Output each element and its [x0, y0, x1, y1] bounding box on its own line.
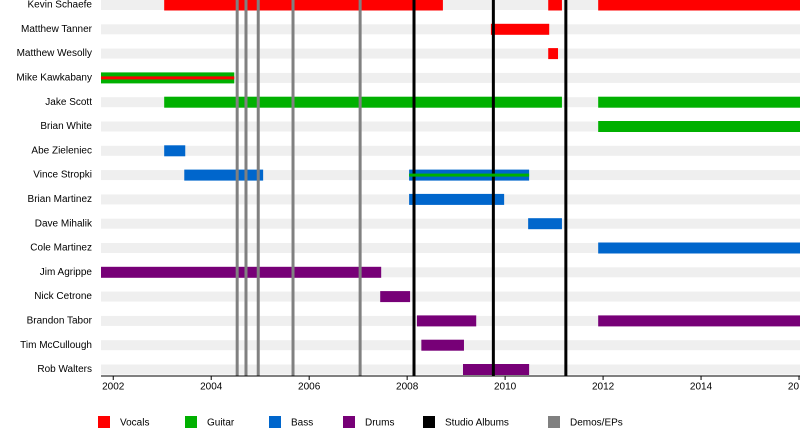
member-bar-stripe — [409, 173, 530, 177]
row-band — [101, 364, 800, 375]
member-bar — [548, 48, 559, 60]
row-label: Mike Kawkabany — [16, 73, 92, 84]
row-label: Abe Zieleniec — [31, 145, 92, 156]
row-band — [101, 291, 800, 302]
legend-swatch — [423, 416, 435, 428]
member-bar — [598, 315, 800, 327]
legend-label: Studio Albums — [445, 418, 509, 429]
row-label: Kevin Schaefe — [28, 0, 93, 11]
row-band — [101, 121, 800, 132]
x-tick-label: 2014 — [690, 382, 713, 393]
member-bar — [548, 0, 562, 11]
legend-label: Drums — [365, 418, 394, 429]
member-bar — [462, 364, 530, 375]
legend-swatch — [343, 416, 355, 428]
x-tick-label: 2008 — [396, 382, 419, 393]
member-bar — [416, 315, 477, 327]
member-bar — [164, 96, 562, 108]
member-bar — [598, 0, 800, 11]
legend-label: Demos/EPs — [570, 418, 623, 429]
row-label: Rob Walters — [37, 364, 92, 375]
member-bar — [528, 218, 562, 230]
row-label: Brian White — [40, 121, 92, 132]
row-band — [101, 72, 800, 83]
member-bar — [598, 121, 800, 132]
row-label: Matthew Wesolly — [17, 48, 92, 59]
row-label: Dave Mihalik — [35, 218, 93, 229]
row-band — [101, 24, 800, 35]
x-tick-label: 2002 — [102, 382, 125, 393]
row-label: Nick Cetrone — [34, 291, 92, 302]
row-band — [101, 48, 800, 59]
legend-swatch — [98, 416, 110, 428]
row-band — [101, 145, 800, 156]
row-band — [101, 243, 800, 253]
member-bar — [490, 23, 550, 35]
member-bar — [184, 169, 264, 181]
row-label: Tim McCullough — [20, 340, 92, 351]
x-tick-label: 2004 — [200, 382, 223, 393]
row-label: Cole Martinez — [30, 243, 92, 254]
row-label: Vince Stropki — [33, 170, 92, 181]
row-label: Brandon Tabor — [27, 316, 93, 327]
row-label: Jim Agrippe — [40, 267, 93, 278]
x-tick-label: 2012 — [592, 382, 615, 393]
legend-label: Vocals — [120, 418, 149, 429]
member-bar — [409, 193, 505, 205]
member-bar — [164, 0, 443, 11]
member-bar — [421, 339, 464, 351]
row-label: Matthew Tanner — [21, 24, 93, 35]
member-bar-stripe — [101, 76, 235, 80]
x-tick-label: 2006 — [298, 382, 321, 393]
row-band — [101, 0, 800, 10]
x-tick-label: 2010 — [494, 382, 517, 393]
legend-swatch — [269, 416, 281, 428]
member-bar — [598, 242, 800, 254]
row-label: Jake Scott — [45, 97, 92, 108]
member-bar — [164, 145, 186, 157]
row-band — [101, 218, 800, 229]
member-bar — [598, 96, 800, 108]
member-bar — [380, 291, 411, 303]
row-label: Brian Martinez — [28, 194, 92, 205]
legend-label: Guitar — [207, 418, 235, 429]
member-bar — [101, 266, 382, 278]
x-tick-label: 20 — [788, 382, 800, 393]
legend-swatch — [548, 416, 560, 428]
row-band — [101, 267, 800, 278]
legend-label: Bass — [291, 418, 313, 429]
legend-swatch — [185, 416, 197, 428]
